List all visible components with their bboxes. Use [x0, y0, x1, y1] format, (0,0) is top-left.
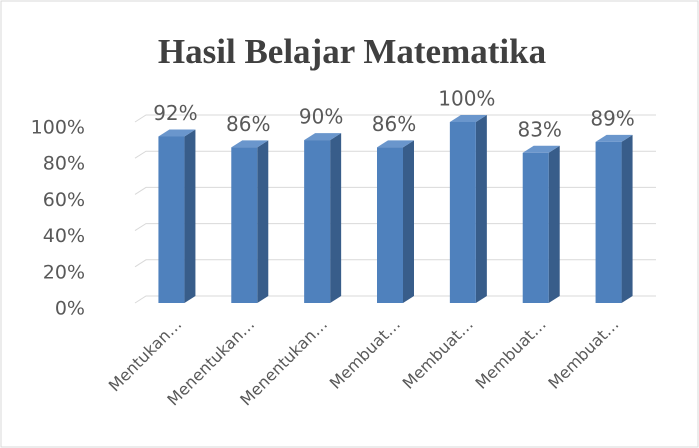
y-tick-label: 40%: [43, 225, 85, 247]
bar: [595, 141, 622, 303]
value-label: 100%: [438, 87, 495, 111]
y-tick-label: 0%: [55, 298, 85, 320]
bar-side: [330, 133, 342, 303]
chart-title: Hasil Belajar Matematika: [158, 32, 546, 71]
value-label: 90%: [299, 105, 343, 129]
bar-top: [377, 140, 414, 148]
bar-top: [304, 133, 342, 141]
y-tick-label: 100%: [31, 117, 85, 139]
value-label: 92%: [153, 101, 197, 125]
bar: [449, 122, 476, 303]
bar: [158, 136, 185, 303]
bar-side: [403, 140, 414, 303]
bar-top: [595, 134, 633, 142]
bar: [231, 147, 258, 303]
value-label: 86%: [226, 112, 270, 136]
bar-top: [449, 115, 487, 122]
bar: [522, 152, 549, 303]
bar-side: [475, 115, 487, 303]
value-label: 89%: [590, 106, 634, 130]
value-label: 83%: [517, 117, 561, 141]
bar-side: [257, 140, 269, 303]
y-tick-label: 60%: [43, 189, 85, 211]
bar-side: [548, 145, 560, 303]
bar: [377, 147, 403, 303]
bar: [304, 140, 331, 303]
value-label: 86%: [372, 112, 416, 136]
bar-side: [621, 134, 633, 303]
bar-side: [184, 129, 196, 303]
bar-top: [158, 129, 196, 137]
bar-top: [231, 140, 269, 148]
y-tick-label: 80%: [43, 153, 85, 175]
y-tick-label: 20%: [43, 261, 85, 283]
bar-top: [522, 145, 560, 153]
